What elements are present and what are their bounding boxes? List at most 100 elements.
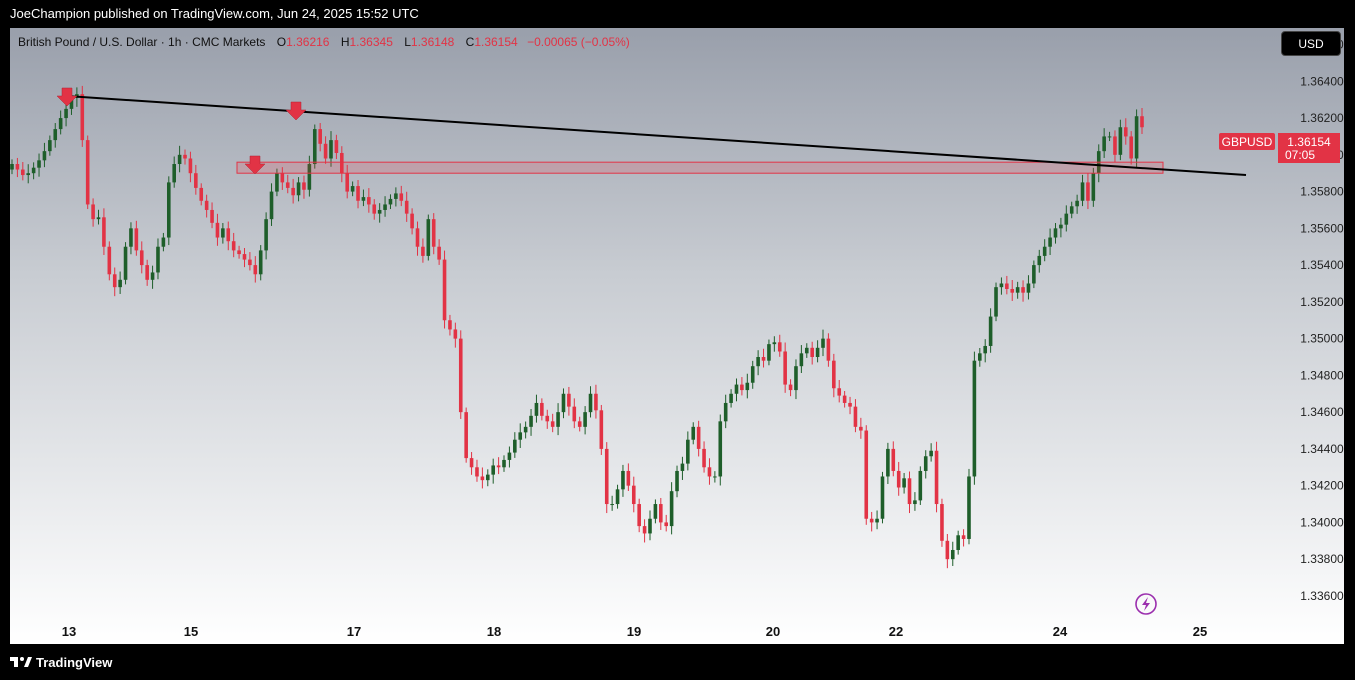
candle-body [1129,136,1133,159]
candle-body [166,182,171,238]
publish-info: JoeChampion published on TradingView.com… [10,6,419,21]
candle-body [361,197,366,201]
candle-body [253,265,258,275]
resistance-zone[interactable] [236,161,1164,174]
candle-body [815,347,820,358]
lightning-icon[interactable] [1135,593,1157,615]
series-legend[interactable]: British Pound / U.S. Dollar · 1h · CMC M… [18,35,630,49]
trendline[interactable] [66,95,1247,177]
candle-body [718,421,723,477]
candle-body [345,173,350,192]
candle-body [275,173,279,192]
candle-body [291,187,295,196]
candle-body [485,474,490,481]
candle-body [388,198,393,205]
candle-body [334,140,339,153]
down-arrow-marker-icon[interactable] [56,87,78,107]
candle-body [918,470,923,501]
candle-body [631,485,636,505]
candle-body [404,200,409,214]
candle-body [513,439,517,453]
candle-body [956,535,960,550]
x-tick-label: 24 [1053,624,1068,639]
candle-body [723,402,728,422]
candle-body [415,228,420,247]
candle-body [356,186,360,201]
down-arrow-marker-icon[interactable] [244,155,266,175]
candle-body [307,164,312,190]
candle-body [1032,265,1036,284]
candle-body [902,478,906,488]
y-tick-label: 1.34600 [1300,405,1344,419]
candle-body [464,412,468,459]
chart-frame[interactable]: 1.366001.364001.362001.360001.358001.356… [10,28,1344,644]
candlestick-chart[interactable]: 1.366001.364001.362001.360001.358001.356… [10,28,1344,644]
candle-body [1053,228,1058,238]
candle-body [848,402,852,407]
candle-body [523,426,528,433]
x-tick-label: 22 [889,624,903,639]
candle-body [480,476,485,481]
candle-body [48,140,52,152]
currency-button[interactable]: USD [1281,31,1341,56]
low-label: L [404,35,411,49]
y-axis[interactable]: 1.366001.364001.362001.360001.358001.356… [1300,38,1344,603]
candle-body [156,246,160,273]
candle-body [188,158,193,174]
candle-body [577,421,582,427]
high-value: 1.36345 [349,35,393,49]
candle-body [1075,200,1079,207]
candle-body [69,97,74,109]
candle-body [258,250,263,275]
symbol-title: British Pound / U.S. Dollar · 1h · CMC M… [18,35,266,49]
x-tick-label: 17 [347,624,361,639]
candle-body [788,384,793,391]
candle-body [302,182,306,190]
candle-body [372,204,377,214]
candle-body [161,237,166,247]
candle-body [112,274,117,288]
change-value: −0.00065 (−0.05%) [527,35,630,49]
candle-body [648,518,652,534]
candle-body [469,458,474,468]
candle-body [842,395,847,403]
bar-countdown: 07:05 [1285,148,1315,162]
candle-body [994,287,998,317]
candle-body [1091,173,1096,201]
brand-name: TradingView [36,654,113,670]
candle-body [664,522,669,527]
candle-body [637,504,641,527]
candle-body [1118,127,1123,155]
candle-body [794,366,798,391]
candle-body [534,402,539,416]
candle-body [329,140,333,159]
candle-body [491,465,495,475]
candle-body [653,504,658,519]
candle-body [367,197,371,205]
down-arrow-marker-icon[interactable] [285,101,307,121]
footer: TradingView [0,644,1355,680]
candle-body [761,357,766,361]
candle-body [285,182,290,188]
candle-body [610,504,614,506]
tradingview-logo[interactable]: TradingView [10,655,112,670]
candle-body [248,259,252,266]
candle-body [886,448,890,477]
x-axis[interactable]: 13 15 17 18 19 20 22 24 25 [62,624,1207,639]
candle-body [864,430,869,519]
candle-body [421,246,425,256]
last-price-value: 1.36154 [1287,135,1331,149]
candle-body [426,219,431,256]
candle-body [96,217,101,220]
candle-body [1069,206,1074,214]
candle-body [85,140,90,205]
candle-body [604,448,609,505]
candle-body [686,439,690,464]
candle-body [859,426,863,431]
x-tick-label: 18 [487,624,501,639]
candle-body [237,250,241,255]
candle-body [707,467,712,477]
candle-body [550,421,555,427]
candle-body [264,219,268,251]
low-value: 1.36148 [410,35,455,49]
